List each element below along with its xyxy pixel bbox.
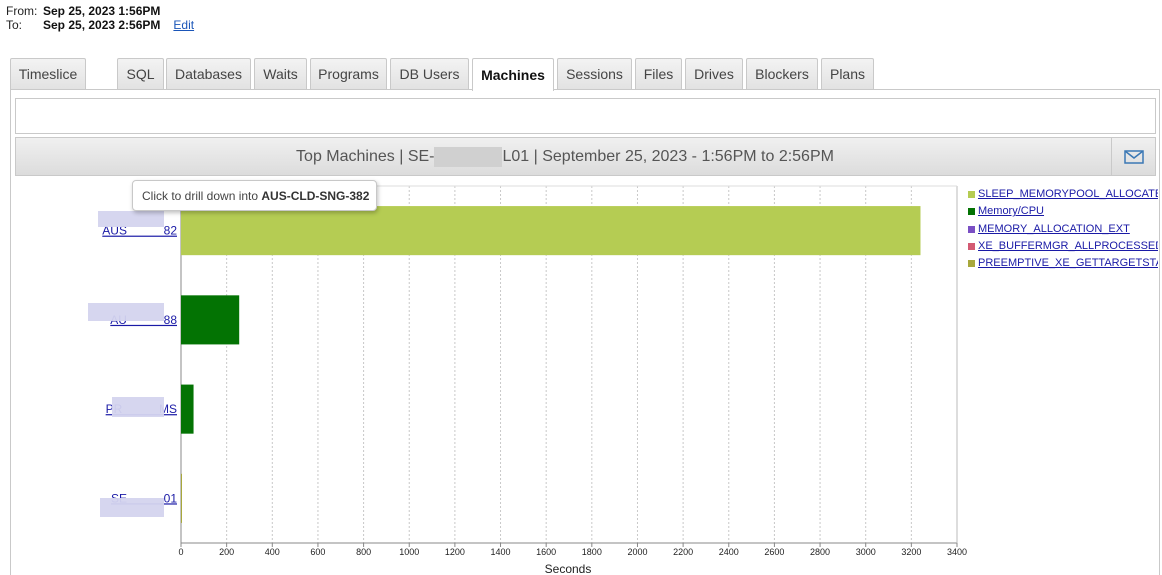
- legend-swatch: [968, 208, 975, 216]
- x-tick-label: 2400: [719, 547, 739, 557]
- filter-area: [15, 98, 1156, 134]
- tab-bar: Timeslice SQL Databases Waits Programs D…: [10, 58, 1160, 91]
- chart-title-prefix: Top Machines | SE-: [296, 148, 435, 165]
- email-button[interactable]: [1111, 138, 1155, 175]
- x-tick-label: 2000: [627, 547, 647, 557]
- legend-item-xe-buffermgr[interactable]: XE_BUFFERMGR_ALLPROCESSED_E: [968, 238, 1158, 255]
- to-value: Sep 25, 2023 2:56PM: [43, 18, 161, 32]
- redacted-block: [434, 146, 503, 167]
- tab-drives[interactable]: Drives: [685, 58, 743, 89]
- redacted-block: [88, 303, 164, 321]
- x-tick-label: 2200: [673, 547, 693, 557]
- date-range: From: Sep 25, 2023 1:56PM To: Sep 25, 20…: [6, 4, 194, 32]
- chart-title: Top Machines | SE- L01 | September 25, 20…: [16, 138, 1114, 175]
- x-tick-label: 200: [219, 547, 234, 557]
- tab-databases[interactable]: Databases: [166, 58, 251, 89]
- edit-link[interactable]: Edit: [173, 18, 195, 32]
- tab-programs[interactable]: Programs: [310, 58, 387, 89]
- drilldown-tooltip: Click to drill down into AUS-CLD-SNG-382: [132, 180, 377, 211]
- tab-db-users[interactable]: DB Users: [390, 58, 469, 89]
- mail-icon: [1123, 149, 1144, 164]
- legend-label: PREEMPTIVE_XE_GETTARGETSTATE: [978, 257, 1158, 270]
- tab-sessions[interactable]: Sessions: [557, 58, 632, 89]
- tab-waits[interactable]: Waits: [254, 58, 307, 89]
- x-tick-label: 400: [265, 547, 280, 557]
- tab-blockers[interactable]: Blockers: [746, 58, 818, 89]
- chart-legend: SLEEP_MEMORYPOOL_ALLOCATEPA Memory/CPU M…: [968, 186, 1158, 272]
- legend-label: MEMORY_ALLOCATION_EXT: [978, 222, 1130, 235]
- x-tick-label: 3400: [947, 547, 967, 557]
- x-axis-title: Seconds: [545, 562, 592, 575]
- category-label[interactable]: AUS 82: [102, 224, 177, 238]
- legend-label: XE_BUFFERMGR_ALLPROCESSED_E: [978, 239, 1158, 252]
- legend-item-preemptive-xe[interactable]: PREEMPTIVE_XE_GETTARGETSTATE: [968, 255, 1158, 272]
- x-tick-label: 1800: [582, 547, 602, 557]
- x-tick-label: 3000: [856, 547, 876, 557]
- redacted-block: [98, 211, 164, 227]
- legend-label: Memory/CPU: [978, 205, 1045, 218]
- x-tick-label: 1200: [445, 547, 465, 557]
- tab-timeslice[interactable]: Timeslice: [10, 58, 86, 89]
- chart-header: Top Machines | SE- L01 | September 25, 20…: [15, 137, 1156, 176]
- bar[interactable]: [181, 384, 194, 434]
- tab-files[interactable]: Files: [635, 58, 682, 89]
- x-tick-label: 1400: [491, 547, 511, 557]
- bar[interactable]: [181, 473, 182, 523]
- tab-sql[interactable]: SQL: [117, 58, 164, 89]
- chart-title-suffix: L01 | September 25, 2023 - 1:56PM to 2:5…: [502, 148, 834, 165]
- tooltip-target: AUS-CLD-SNG-382: [261, 188, 370, 203]
- legend-swatch: [968, 243, 975, 251]
- x-tick-label: 800: [356, 547, 371, 557]
- x-tick-label: 0: [178, 547, 183, 557]
- from-label: From:: [6, 4, 38, 18]
- x-tick-label: 2800: [810, 547, 830, 557]
- tab-machines[interactable]: Machines: [472, 58, 554, 91]
- legend-item-sleep-memorypool[interactable]: SLEEP_MEMORYPOOL_ALLOCATEPA: [968, 186, 1158, 203]
- redacted-block: [100, 498, 164, 517]
- x-tick-label: 1000: [399, 547, 419, 557]
- redacted-block: [112, 397, 164, 417]
- legend-label: SLEEP_MEMORYPOOL_ALLOCATEPA: [978, 188, 1158, 200]
- bar[interactable]: [181, 206, 921, 256]
- x-tick-label: 600: [310, 547, 325, 557]
- legend-swatch: [968, 260, 975, 268]
- from-value: Sep 25, 2023 1:56PM: [43, 4, 161, 18]
- x-tick-label: 1600: [536, 547, 556, 557]
- x-tick-label: 3200: [901, 547, 921, 557]
- legend-swatch: [968, 225, 975, 233]
- tooltip-prefix: Click to drill down into: [142, 188, 259, 203]
- legend-item-memory-allocation-ext[interactable]: MEMORY_ALLOCATION_EXT: [968, 221, 1158, 238]
- bar[interactable]: [181, 295, 240, 345]
- legend-swatch: [968, 191, 975, 199]
- x-tick-label: 2600: [764, 547, 784, 557]
- legend-item-memory-cpu[interactable]: Memory/CPU: [968, 203, 1158, 220]
- tab-plans[interactable]: Plans: [821, 58, 874, 89]
- to-label: To:: [6, 18, 23, 32]
